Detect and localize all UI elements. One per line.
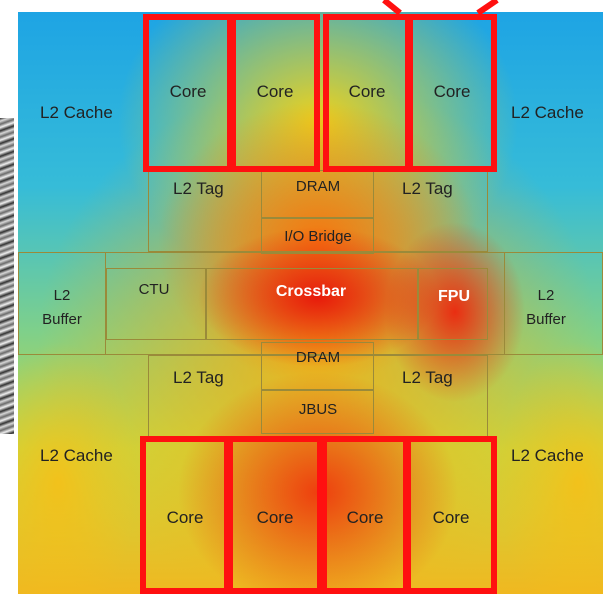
l2-tag-bottom-right-label: L2 Tag xyxy=(402,368,453,387)
ctu-block xyxy=(106,268,206,340)
core-top-2: Core xyxy=(230,14,320,172)
crossbar-block xyxy=(206,268,418,340)
l2-cache-top-left-label: L2 Cache xyxy=(40,103,113,122)
jbus-block xyxy=(261,390,374,434)
fpu-label: FPU xyxy=(438,288,470,305)
io-bridge-block xyxy=(261,218,374,254)
arrow-stroke-right xyxy=(476,0,499,16)
core-label: Core xyxy=(348,82,386,101)
l2-tag-top-left-label: L2 Tag xyxy=(173,179,224,198)
l2-buffer-right-label-line1: L2 xyxy=(537,287,555,304)
core-label: Core xyxy=(346,508,384,527)
core-label: Core xyxy=(166,508,204,527)
dram-bottom-label: DRAM xyxy=(295,349,341,366)
ctu-label: CTU xyxy=(138,281,170,298)
l2-buffer-left-block xyxy=(18,252,106,355)
core-label: Core xyxy=(433,82,471,101)
l2-buffer-left-label-line1: L2 xyxy=(53,287,71,304)
arrow-stroke-left xyxy=(382,0,402,16)
io-bridge-label: I/O Bridge xyxy=(284,228,352,245)
core-top-4: Core xyxy=(407,14,497,172)
l2-cache-bottom-right-label: L2 Cache xyxy=(511,446,584,465)
side-photo-fragment xyxy=(0,118,14,434)
crossbar-label: Crossbar xyxy=(275,283,347,300)
l2-buffer-right-label-line2: Buffer xyxy=(526,311,566,328)
dram-top-label: DRAM xyxy=(295,178,341,195)
l2-tag-top-right-label: L2 Tag xyxy=(402,179,453,198)
fpu-block xyxy=(418,268,488,340)
core-bottom-2: Core xyxy=(227,436,323,594)
core-label: Core xyxy=(432,508,470,527)
jbus-label: JBUS xyxy=(298,401,338,418)
core-label: Core xyxy=(256,508,294,527)
core-bottom-4: Core xyxy=(405,436,497,594)
l2-buffer-left-label-line2: Buffer xyxy=(42,311,82,328)
l2-cache-bottom-left-label: L2 Cache xyxy=(40,446,113,465)
l2-cache-top-right-label: L2 Cache xyxy=(511,103,584,122)
l2-tag-bottom-left-label: L2 Tag xyxy=(173,368,224,387)
core-label: Core xyxy=(256,82,294,101)
core-label: Core xyxy=(169,82,207,101)
chip-die-floorplan: L2 Cache L2 Cache L2 Cache L2 Cache L2 T… xyxy=(18,12,603,594)
dram-bottom-block xyxy=(261,342,374,390)
